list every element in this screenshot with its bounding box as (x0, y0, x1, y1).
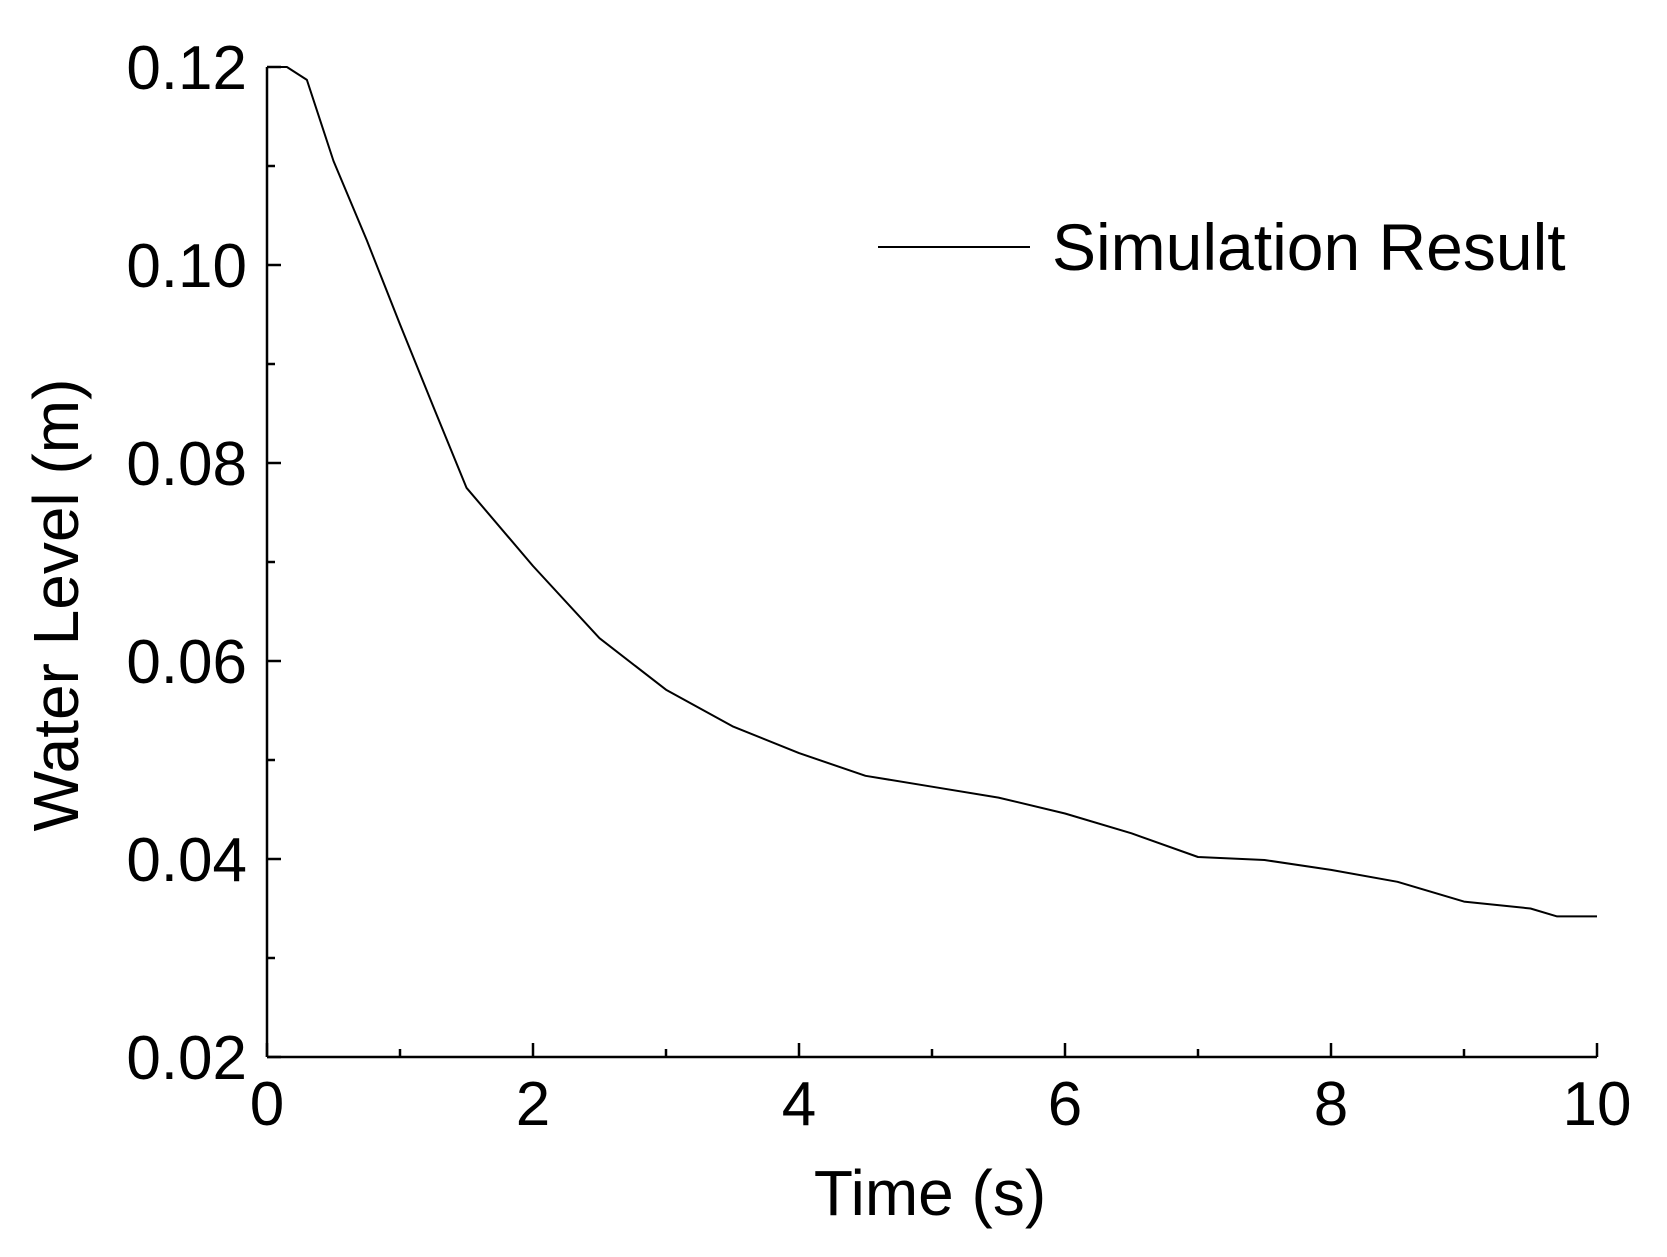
legend: Simulation Result (878, 210, 1566, 284)
x-tick-label: 8 (1314, 1070, 1348, 1139)
y-tick-label: 0.10 (126, 232, 247, 301)
x-axis-title: Time (s) (814, 1157, 1046, 1229)
x-axis: 0 2 4 6 8 10 (250, 1043, 1632, 1139)
y-tick-label: 0.06 (126, 628, 247, 697)
series-layer (267, 66, 1597, 918)
y-tick-label: 0.04 (126, 826, 247, 895)
x-tick-label: 10 (1563, 1070, 1632, 1139)
x-tick-label: 0 (250, 1070, 284, 1139)
x-tick-label: 6 (1048, 1070, 1082, 1139)
y-axis: 0.02 0.04 0.06 0.08 0.10 0.12 (126, 34, 281, 1093)
x-tick-label: 2 (516, 1070, 550, 1139)
legend-label-simulation-result: Simulation Result (1052, 210, 1566, 284)
y-tick-label: 0.08 (126, 430, 247, 499)
y-tick-label: 0.02 (126, 1024, 247, 1093)
x-tick-label: 4 (782, 1070, 816, 1139)
y-axis-title: Water Level (m) (20, 379, 92, 832)
y-tick-label: 0.12 (126, 34, 247, 103)
series-line-simulation-result (267, 66, 1597, 918)
